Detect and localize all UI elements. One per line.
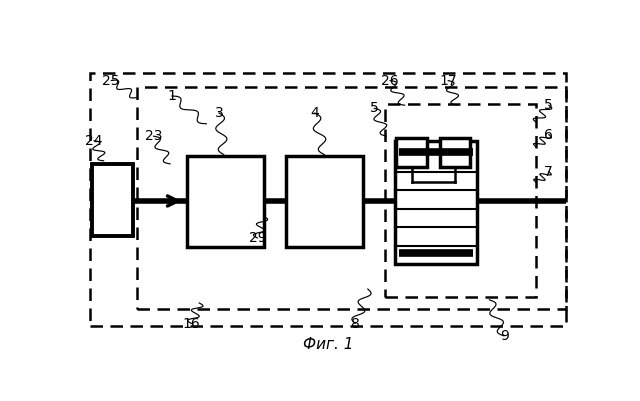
Text: 8: 8 [351, 316, 360, 330]
Bar [187, 156, 264, 247]
Text: 1: 1 [167, 89, 176, 103]
Text: 4: 4 [310, 106, 319, 120]
Text: 23: 23 [145, 129, 162, 143]
Text: 16: 16 [183, 316, 200, 330]
Bar [92, 164, 133, 237]
Bar [440, 138, 470, 167]
Bar [137, 87, 566, 309]
Text: 5: 5 [370, 101, 378, 115]
Text: 3: 3 [214, 106, 223, 120]
Bar [90, 73, 566, 326]
Text: 24: 24 [85, 134, 102, 148]
Text: 17: 17 [439, 73, 457, 87]
Text: 5: 5 [545, 98, 553, 112]
Text: Фиг. 1: Фиг. 1 [303, 337, 353, 352]
Bar [385, 104, 536, 297]
Text: 26: 26 [381, 73, 399, 87]
Bar [396, 138, 428, 167]
Text: 9: 9 [500, 329, 509, 343]
Text: 7: 7 [545, 165, 553, 178]
Bar [286, 156, 363, 247]
Text: 25: 25 [102, 73, 120, 87]
Text: 6: 6 [544, 128, 553, 142]
Bar [395, 141, 477, 264]
Text: 29: 29 [249, 231, 266, 245]
